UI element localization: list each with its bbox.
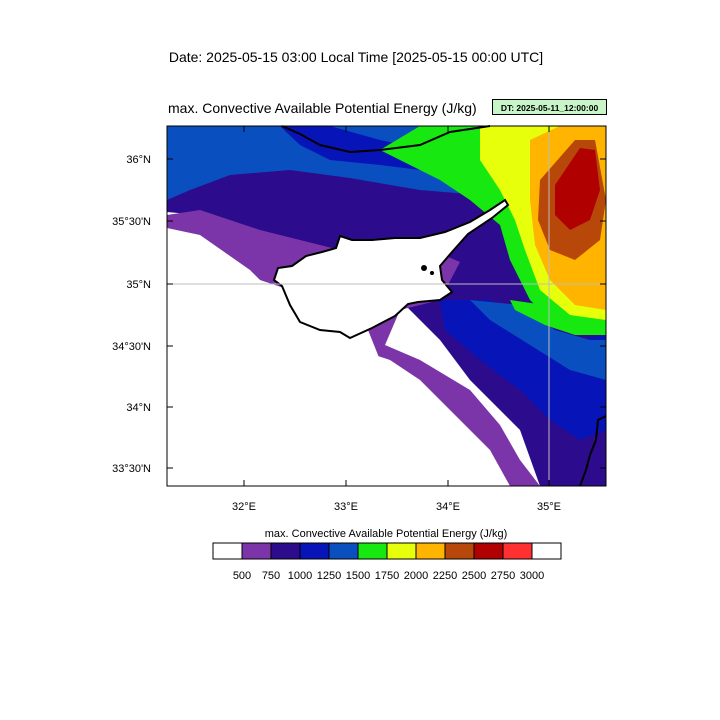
colorbar [212,542,562,560]
colorbar-labels: 500 750 1000 1250 1500 1750 2000 2250 2500 2750 30… [233,570,544,582]
colorbar-swatch [531,542,562,560]
lat-ticks [167,158,606,469]
colorbar-level-label: 750 [262,570,280,582]
dt-badge: DT: 2025-05-11_12:00:00 [492,99,607,115]
lon-label: 34°E [436,501,460,513]
levant-coastline [579,415,607,487]
colorbar-level-label: 2000 [404,570,428,582]
colorbar-swatch [328,542,359,560]
islet-marker [430,271,434,275]
colorbar-swatch [299,542,330,560]
colorbar-swatch [241,542,272,560]
colorbar-swatch [415,542,446,560]
colorbar-swatch [386,542,417,560]
cape-band-1250-south [440,300,606,440]
cape-band-2750 [555,148,600,230]
lon-label: 35°E [537,501,561,513]
date-title: Date: 2025-05-15 03:00 Local Time [2025-… [168,49,544,65]
cape-below-500 [167,228,510,486]
lon-label: 32°E [232,501,256,513]
colorbar-level-label: 1250 [317,570,341,582]
cape-band-1500-south [470,300,606,380]
colorbar-level-label: 2750 [491,570,515,582]
lon-ticks [243,126,550,486]
cape-band-1000 [167,170,606,486]
islet-marker [421,265,427,271]
cape-band-1750-south [510,300,606,335]
map-title: max. Convective Available Potential Ener… [168,100,477,116]
lat-label: 36°N [126,154,151,166]
colorbar-level-label: 1000 [288,570,312,582]
turkey-coastline [281,125,491,154]
colorbar-swatch [357,542,388,560]
lat-labels: 36°N 35°30'N 35°N 34°30'N 34°N 33°30'N [112,154,151,475]
cyprus-landmass [272,198,510,340]
lat-label: 35°N [126,279,151,291]
colorbar-swatch [502,542,533,560]
lat-label: 34°N [126,402,151,414]
lon-label: 33°E [334,501,358,513]
lat-label: 35°30'N [112,216,151,228]
colorbar-swatch [473,542,504,560]
colorbar-swatch [270,542,301,560]
colorbar-level-label: 500 [233,570,251,582]
colorbar-level-label: 1750 [375,570,399,582]
colorbar-level-label: 2250 [433,570,457,582]
colorbar-level-label: 2500 [462,570,486,582]
plot-frame [166,125,607,487]
colorbar-level-label: 3000 [520,570,544,582]
lon-labels: 32°E 33°E 34°E 35°E [232,501,561,513]
lat-label: 34°30'N [112,341,151,353]
colorbar-level-label: 1500 [346,570,370,582]
colorbar-title: max. Convective Available Potential Ener… [264,528,508,540]
colorbar-swatch [444,542,475,560]
lat-label: 33°30'N [112,463,151,475]
colorbar-swatch [212,542,243,560]
